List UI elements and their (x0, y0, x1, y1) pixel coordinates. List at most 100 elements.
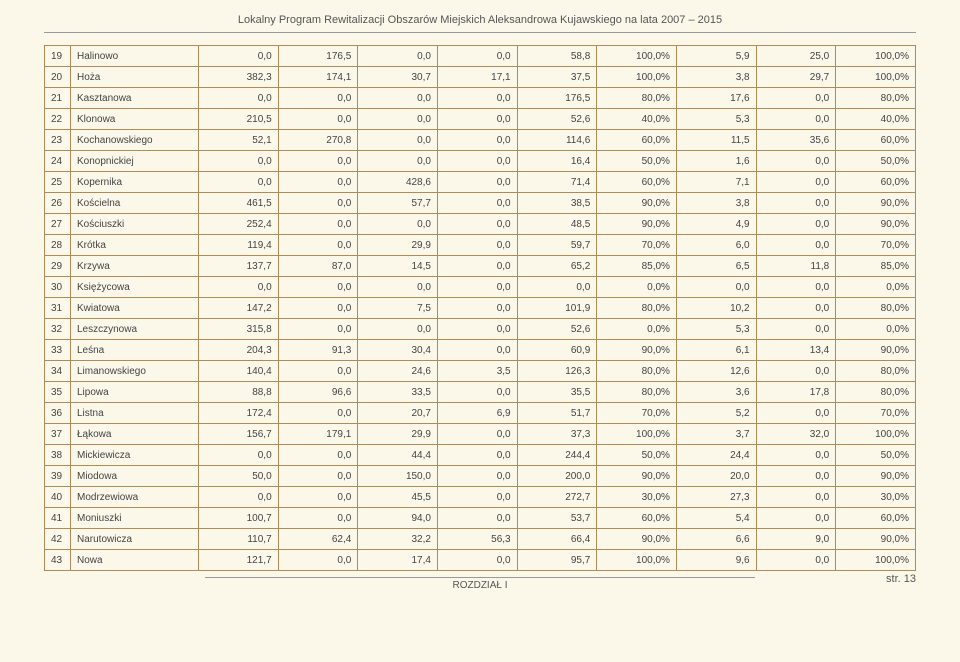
cell-value: 70,0% (597, 235, 677, 256)
cell-value: 121,7 (199, 550, 279, 571)
cell-value: 176,5 (278, 46, 358, 67)
cell-value: 37,3 (517, 424, 597, 445)
row-index: 34 (45, 361, 71, 382)
cell-value: 59,7 (517, 235, 597, 256)
row-index: 33 (45, 340, 71, 361)
cell-value: 95,7 (517, 550, 597, 571)
cell-value: 58,8 (517, 46, 597, 67)
cell-value: 156,7 (199, 424, 279, 445)
row-index: 38 (45, 445, 71, 466)
cell-value: 90,0% (836, 466, 916, 487)
row-name: Moniuszki (71, 508, 199, 529)
row-name: Leśna (71, 340, 199, 361)
cell-value: 101,9 (517, 298, 597, 319)
row-name: Księżycowa (71, 277, 199, 298)
cell-value: 0,0 (437, 487, 517, 508)
cell-value: 0,0 (756, 277, 836, 298)
cell-value: 60,0% (836, 508, 916, 529)
cell-value: 100,0% (597, 46, 677, 67)
cell-value: 33,5 (358, 382, 438, 403)
table-row: 20Hoża382,3174,130,717,137,5100,0%3,829,… (45, 67, 916, 88)
row-name: Łąkowa (71, 424, 199, 445)
row-name: Mickiewicza (71, 445, 199, 466)
table-row: 27Kościuszki252,40,00,00,048,590,0%4,90,… (45, 214, 916, 235)
cell-value: 45,5 (358, 487, 438, 508)
cell-value: 0,0 (278, 193, 358, 214)
cell-value: 52,1 (199, 130, 279, 151)
cell-value: 100,0% (836, 67, 916, 88)
cell-value: 0,0 (756, 298, 836, 319)
row-name: Kasztanowa (71, 88, 199, 109)
cell-value: 126,3 (517, 361, 597, 382)
cell-value: 14,5 (358, 256, 438, 277)
cell-value: 70,0% (597, 403, 677, 424)
cell-value: 30,4 (358, 340, 438, 361)
cell-value: 0,0 (278, 235, 358, 256)
cell-value: 38,5 (517, 193, 597, 214)
table-row: 32Leszczynowa315,80,00,00,052,60,0%5,30,… (45, 319, 916, 340)
cell-value: 382,3 (199, 67, 279, 88)
cell-value: 90,0% (597, 214, 677, 235)
table-row: 35Lipowa88,896,633,50,035,580,0%3,617,88… (45, 382, 916, 403)
cell-value: 20,0 (676, 466, 756, 487)
cell-value: 0,0 (437, 550, 517, 571)
cell-value: 40,0% (836, 109, 916, 130)
cell-value: 0,0 (437, 298, 517, 319)
cell-value: 12,6 (676, 361, 756, 382)
cell-value: 0,0 (358, 130, 438, 151)
cell-value: 0,0 (756, 466, 836, 487)
row-index: 39 (45, 466, 71, 487)
cell-value: 6,6 (676, 529, 756, 550)
cell-value: 70,0% (836, 235, 916, 256)
table-row: 36Listna172,40,020,76,951,770,0%5,20,070… (45, 403, 916, 424)
cell-value: 91,3 (278, 340, 358, 361)
cell-value: 9,6 (676, 550, 756, 571)
cell-value: 35,6 (756, 130, 836, 151)
cell-value: 3,8 (676, 67, 756, 88)
cell-value: 90,0% (597, 193, 677, 214)
row-index: 41 (45, 508, 71, 529)
cell-value: 0,0 (278, 319, 358, 340)
cell-value: 0,0% (836, 277, 916, 298)
cell-value: 3,7 (676, 424, 756, 445)
cell-value: 461,5 (199, 193, 279, 214)
cell-value: 90,0% (597, 529, 677, 550)
cell-value: 3,8 (676, 193, 756, 214)
cell-value: 30,0% (597, 487, 677, 508)
cell-value: 17,4 (358, 550, 438, 571)
cell-value: 210,5 (199, 109, 279, 130)
table-row: 25Kopernika0,00,0428,60,071,460,0%7,10,0… (45, 172, 916, 193)
cell-value: 0,0 (756, 88, 836, 109)
table-row: 23Kochanowskiego52,1270,80,00,0114,660,0… (45, 130, 916, 151)
cell-value: 27,3 (676, 487, 756, 508)
row-name: Lipowa (71, 382, 199, 403)
cell-value: 0,0 (437, 235, 517, 256)
cell-value: 172,4 (199, 403, 279, 424)
cell-value: 0,0 (437, 277, 517, 298)
cell-value: 16,4 (517, 151, 597, 172)
cell-value: 94,0 (358, 508, 438, 529)
cell-value: 20,7 (358, 403, 438, 424)
cell-value: 0,0 (358, 88, 438, 109)
cell-value: 0,0 (756, 151, 836, 172)
cell-value: 48,5 (517, 214, 597, 235)
cell-value: 0,0 (437, 46, 517, 67)
cell-value: 0,0 (756, 109, 836, 130)
cell-value: 100,0% (597, 424, 677, 445)
row-index: 19 (45, 46, 71, 67)
cell-value: 11,8 (756, 256, 836, 277)
cell-value: 80,0% (836, 88, 916, 109)
cell-value: 60,0% (836, 130, 916, 151)
cell-value: 90,0% (597, 340, 677, 361)
cell-value: 50,0% (836, 151, 916, 172)
cell-value: 100,7 (199, 508, 279, 529)
cell-value: 0,0 (437, 88, 517, 109)
cell-value: 62,4 (278, 529, 358, 550)
cell-value: 119,4 (199, 235, 279, 256)
cell-value: 10,2 (676, 298, 756, 319)
cell-value: 6,5 (676, 256, 756, 277)
cell-value: 32,0 (756, 424, 836, 445)
row-index: 37 (45, 424, 71, 445)
cell-value: 17,8 (756, 382, 836, 403)
cell-value: 244,4 (517, 445, 597, 466)
